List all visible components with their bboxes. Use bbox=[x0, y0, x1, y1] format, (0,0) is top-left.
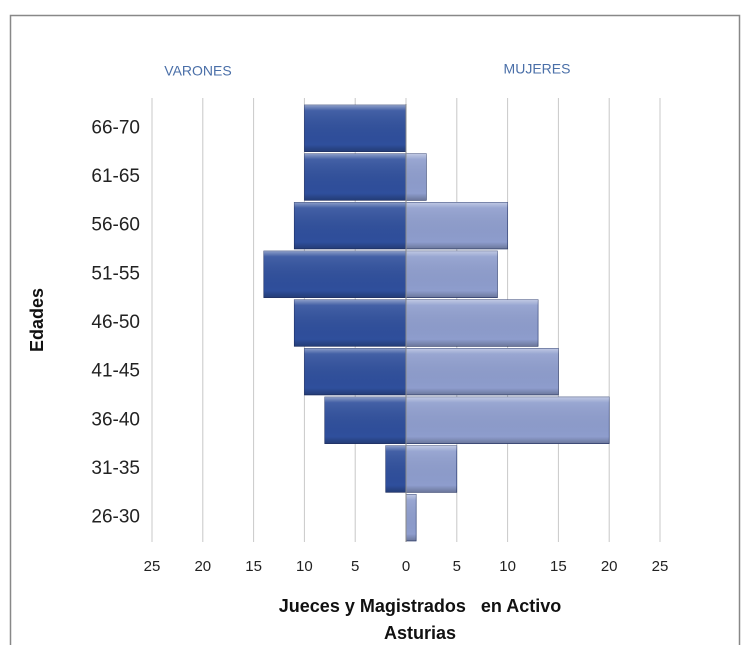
bar bbox=[405, 494, 417, 542]
bar bbox=[293, 202, 407, 250]
x-tick-label: 10 bbox=[296, 558, 313, 575]
y-tick-label: 26-30 bbox=[91, 507, 140, 528]
bar bbox=[263, 250, 407, 298]
x-tick-label: 0 bbox=[402, 558, 410, 575]
x-tick-label: 10 bbox=[499, 558, 516, 575]
y-tick-label: 41-45 bbox=[91, 361, 140, 382]
bar bbox=[405, 299, 539, 347]
bar bbox=[405, 396, 610, 444]
x-tick-label: 5 bbox=[453, 558, 461, 575]
y-tick-label: 56-60 bbox=[91, 215, 140, 236]
series-label: VARONES bbox=[164, 63, 231, 79]
bar bbox=[405, 153, 427, 201]
x-tick-label: 15 bbox=[245, 558, 262, 575]
y-tick-label: 61-65 bbox=[91, 166, 140, 187]
bar bbox=[405, 250, 498, 298]
y-tick-label: 36-40 bbox=[91, 409, 140, 430]
bar bbox=[304, 104, 407, 152]
x-tick-label: 20 bbox=[194, 558, 211, 575]
bar bbox=[385, 445, 407, 493]
x-tick-label: 20 bbox=[601, 558, 618, 575]
bar bbox=[304, 153, 407, 201]
x-tick-label: 5 bbox=[351, 558, 359, 575]
y-tick-label: 31-35 bbox=[91, 458, 140, 479]
bar bbox=[405, 202, 508, 250]
x-axis-title: Jueces y Magistrados en Activo bbox=[279, 596, 561, 616]
bar bbox=[324, 396, 407, 444]
x-tick-label: 25 bbox=[144, 558, 161, 575]
bar bbox=[304, 348, 407, 396]
y-tick-label: 46-50 bbox=[91, 312, 140, 333]
series-label: MUJERES bbox=[504, 61, 571, 77]
y-tick-label: 51-55 bbox=[91, 263, 140, 284]
y-axis-title: Edades bbox=[27, 288, 47, 352]
x-axis-title: Asturias bbox=[384, 623, 456, 643]
x-tick-label: 25 bbox=[652, 558, 669, 575]
bar bbox=[405, 445, 458, 493]
bar bbox=[405, 348, 559, 396]
x-tick-label: 15 bbox=[550, 558, 567, 575]
y-tick-label: 66-70 bbox=[91, 117, 140, 138]
bar bbox=[293, 299, 407, 347]
chart-border bbox=[9, 14, 741, 645]
